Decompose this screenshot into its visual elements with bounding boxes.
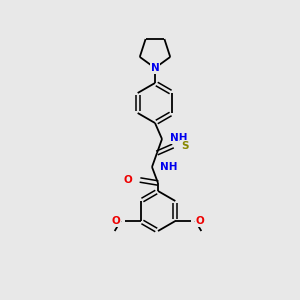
Text: N: N: [151, 63, 159, 73]
Text: S: S: [181, 141, 188, 151]
Text: O: O: [112, 216, 121, 226]
Text: O: O: [195, 216, 204, 226]
Text: NH: NH: [160, 162, 178, 172]
Text: NH: NH: [170, 133, 188, 143]
Text: O: O: [123, 175, 132, 185]
